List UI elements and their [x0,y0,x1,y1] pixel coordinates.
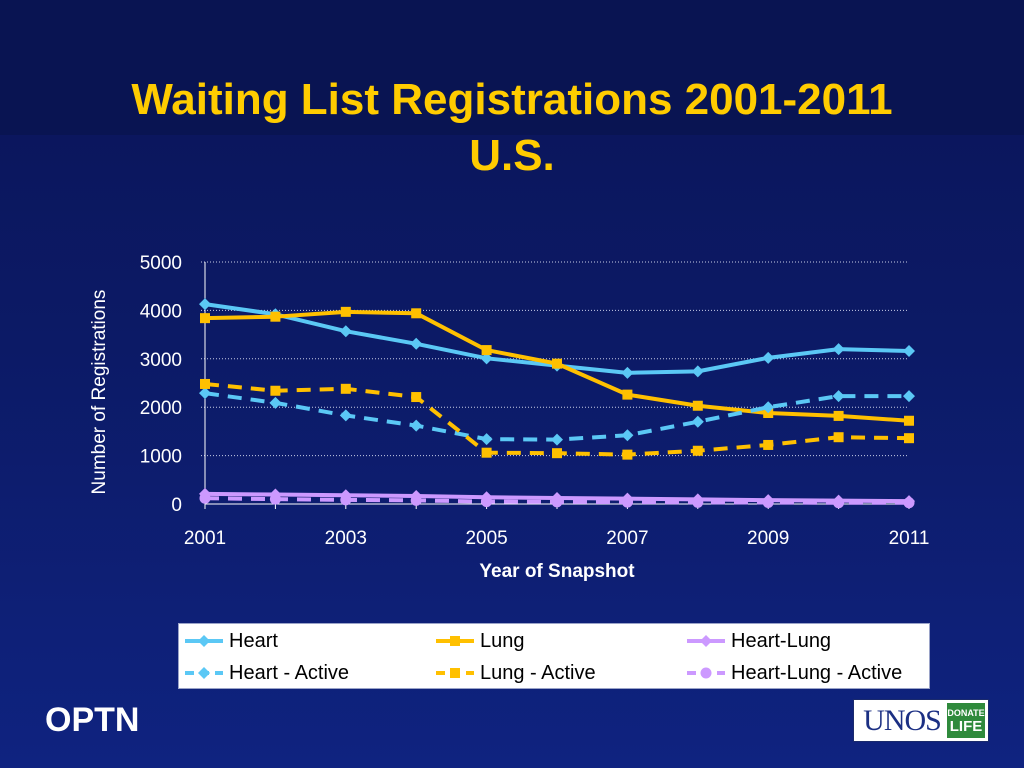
point-lung-2001 [200,313,210,324]
point-lung-active-2009 [763,439,774,450]
chart-legend: Heart Lung Heart-Lung Heart - Active Lun… [178,623,930,689]
legend-label-heart-lung-active: Heart-Lung - Active [731,661,903,684]
point-lung-2006 [552,358,562,369]
y-tick-label-0: 0 [171,495,182,516]
point-lung-active-2008 [692,445,703,456]
legend-label-lung: Lung [480,629,525,652]
point-heart-2004 [410,337,423,350]
donate-badge-top: DONATE [947,708,985,718]
donate-badge-bottom: LIFE [949,718,983,735]
point-lung-2005 [481,345,492,356]
x-tick-label-2005: 2005 [465,528,507,549]
point-lung-2011 [904,415,914,426]
legend-item-lung-active: Lung - Active [434,658,596,688]
point-lung-2003 [340,306,351,317]
point-heart-active-2002 [269,396,282,409]
legend-swatch-lung-active [436,668,474,678]
point-heart-2003 [339,325,352,338]
point-lung-active-2003 [340,383,351,394]
point-lung-active-2007 [622,449,633,460]
point-lung-active-2001 [200,378,210,389]
point-heart-active-2003 [339,409,352,422]
y-axis-label: Number of Registrations [89,289,110,495]
point-lung-2010 [833,410,844,421]
point-lung-active-2005 [481,447,492,458]
x-tick-label-2003: 2003 [325,528,367,549]
point-heart-lung-active-2003 [340,494,352,506]
point-heart-active-2010 [832,390,845,403]
legend-label-heart: Heart [229,629,278,652]
point-heart-active-2007 [621,429,634,442]
point-heart-lung-active-2010 [833,497,845,509]
point-lung-2008 [692,400,703,411]
y-tick-label-5000: 5000 [140,253,182,274]
legend-item-lung: Lung [434,626,525,656]
point-heart-lung-active-2006 [551,496,563,508]
legend-item-heart: Heart [183,626,278,656]
point-heart-active-2008 [691,415,704,428]
unos-logo: UNOS DONATE LIFE [853,699,989,742]
legend-swatch-heart-lung-active [687,667,725,679]
y-tick-label-2000: 2000 [140,398,182,419]
point-lung-active-2002 [270,385,281,396]
title-line-1: Waiting List Registrations 2001-2011 [131,75,893,124]
legend-swatch-heart [185,635,223,647]
donate-life-badge: DONATE LIFE [947,703,985,738]
title-band [0,0,1024,135]
x-tick-label-2011: 2011 [889,528,930,549]
y-tick-label-4000: 4000 [140,301,182,322]
unos-logo-text: UNOS [857,703,947,738]
legend-item-heart-lung: Heart-Lung [685,626,831,656]
point-heart-lung-active-2004 [410,494,422,506]
point-heart-2005 [480,352,493,365]
point-heart-lung-active-2011 [903,497,915,509]
legend-label-heart-lung: Heart-Lung [731,629,832,652]
legend-label-heart-active: Heart - Active [229,661,350,684]
point-heart-2010 [832,343,845,356]
x-axis-label: Year of Snapshot [479,561,635,582]
legend-swatch-heart-lung [687,635,725,647]
point-lung-2004 [411,308,422,319]
point-heart-lung-active-2002 [269,493,281,505]
legend-label-lung-active: Lung - Active [480,661,596,684]
point-heart-2007 [621,366,634,379]
title-line-2: U.S. [469,131,555,180]
legend-swatch-heart-active [185,667,223,679]
point-heart-lung-active-2008 [692,496,704,508]
point-lung-active-2010 [833,432,844,443]
point-heart-lung-active-2001 [199,492,211,504]
point-heart-2008 [691,365,704,378]
point-lung-active-2011 [904,433,914,444]
point-heart-2001 [199,298,211,311]
point-heart-active-2004 [410,419,423,432]
point-heart-2009 [762,351,775,364]
point-heart-active-2005 [480,433,493,446]
x-tick-label-2001: 2001 [184,528,226,549]
optn-logo-text: OPTN [45,701,140,739]
point-lung-active-2006 [552,448,562,459]
point-lung-2002 [270,311,281,322]
legend-item-heart-active: Heart - Active [183,658,349,688]
legend-swatch-lung [436,636,474,646]
point-heart-lung-active-2007 [621,496,633,508]
point-lung-active-2004 [411,392,422,403]
point-heart-lung-active-2009 [762,497,774,509]
y-tick-label-3000: 3000 [140,350,182,371]
point-heart-lung-active-2005 [481,496,493,508]
point-heart-active-2011 [903,390,915,403]
point-heart-2011 [903,345,915,358]
point-lung-2007 [622,389,633,400]
slide-title: Waiting List Registrations 2001-2011 U.S… [0,72,1024,184]
point-heart-active-2001 [199,387,211,400]
legend-item-heart-lung-active: Heart-Lung - Active [685,658,902,688]
x-tick-label-2007: 2007 [606,528,648,549]
x-tick-label-2009: 2009 [747,528,789,549]
y-tick-label-1000: 1000 [140,447,182,468]
point-heart-active-2009 [762,401,775,414]
point-heart-active-2006 [551,433,563,446]
